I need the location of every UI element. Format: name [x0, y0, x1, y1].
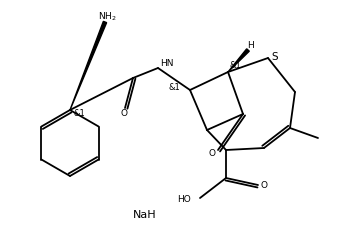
Text: HO: HO	[177, 195, 191, 205]
Text: O: O	[209, 150, 215, 158]
Text: NH$_2$: NH$_2$	[98, 11, 116, 23]
Polygon shape	[70, 21, 107, 110]
Text: H: H	[247, 41, 253, 49]
Text: &1: &1	[230, 62, 242, 71]
Text: &1: &1	[168, 83, 180, 93]
Text: S: S	[272, 52, 278, 62]
Text: NaH: NaH	[133, 210, 157, 220]
Text: HN: HN	[160, 58, 173, 68]
Text: O: O	[261, 181, 267, 189]
Text: &1: &1	[73, 109, 85, 117]
Polygon shape	[228, 49, 249, 72]
Text: O: O	[121, 110, 127, 119]
